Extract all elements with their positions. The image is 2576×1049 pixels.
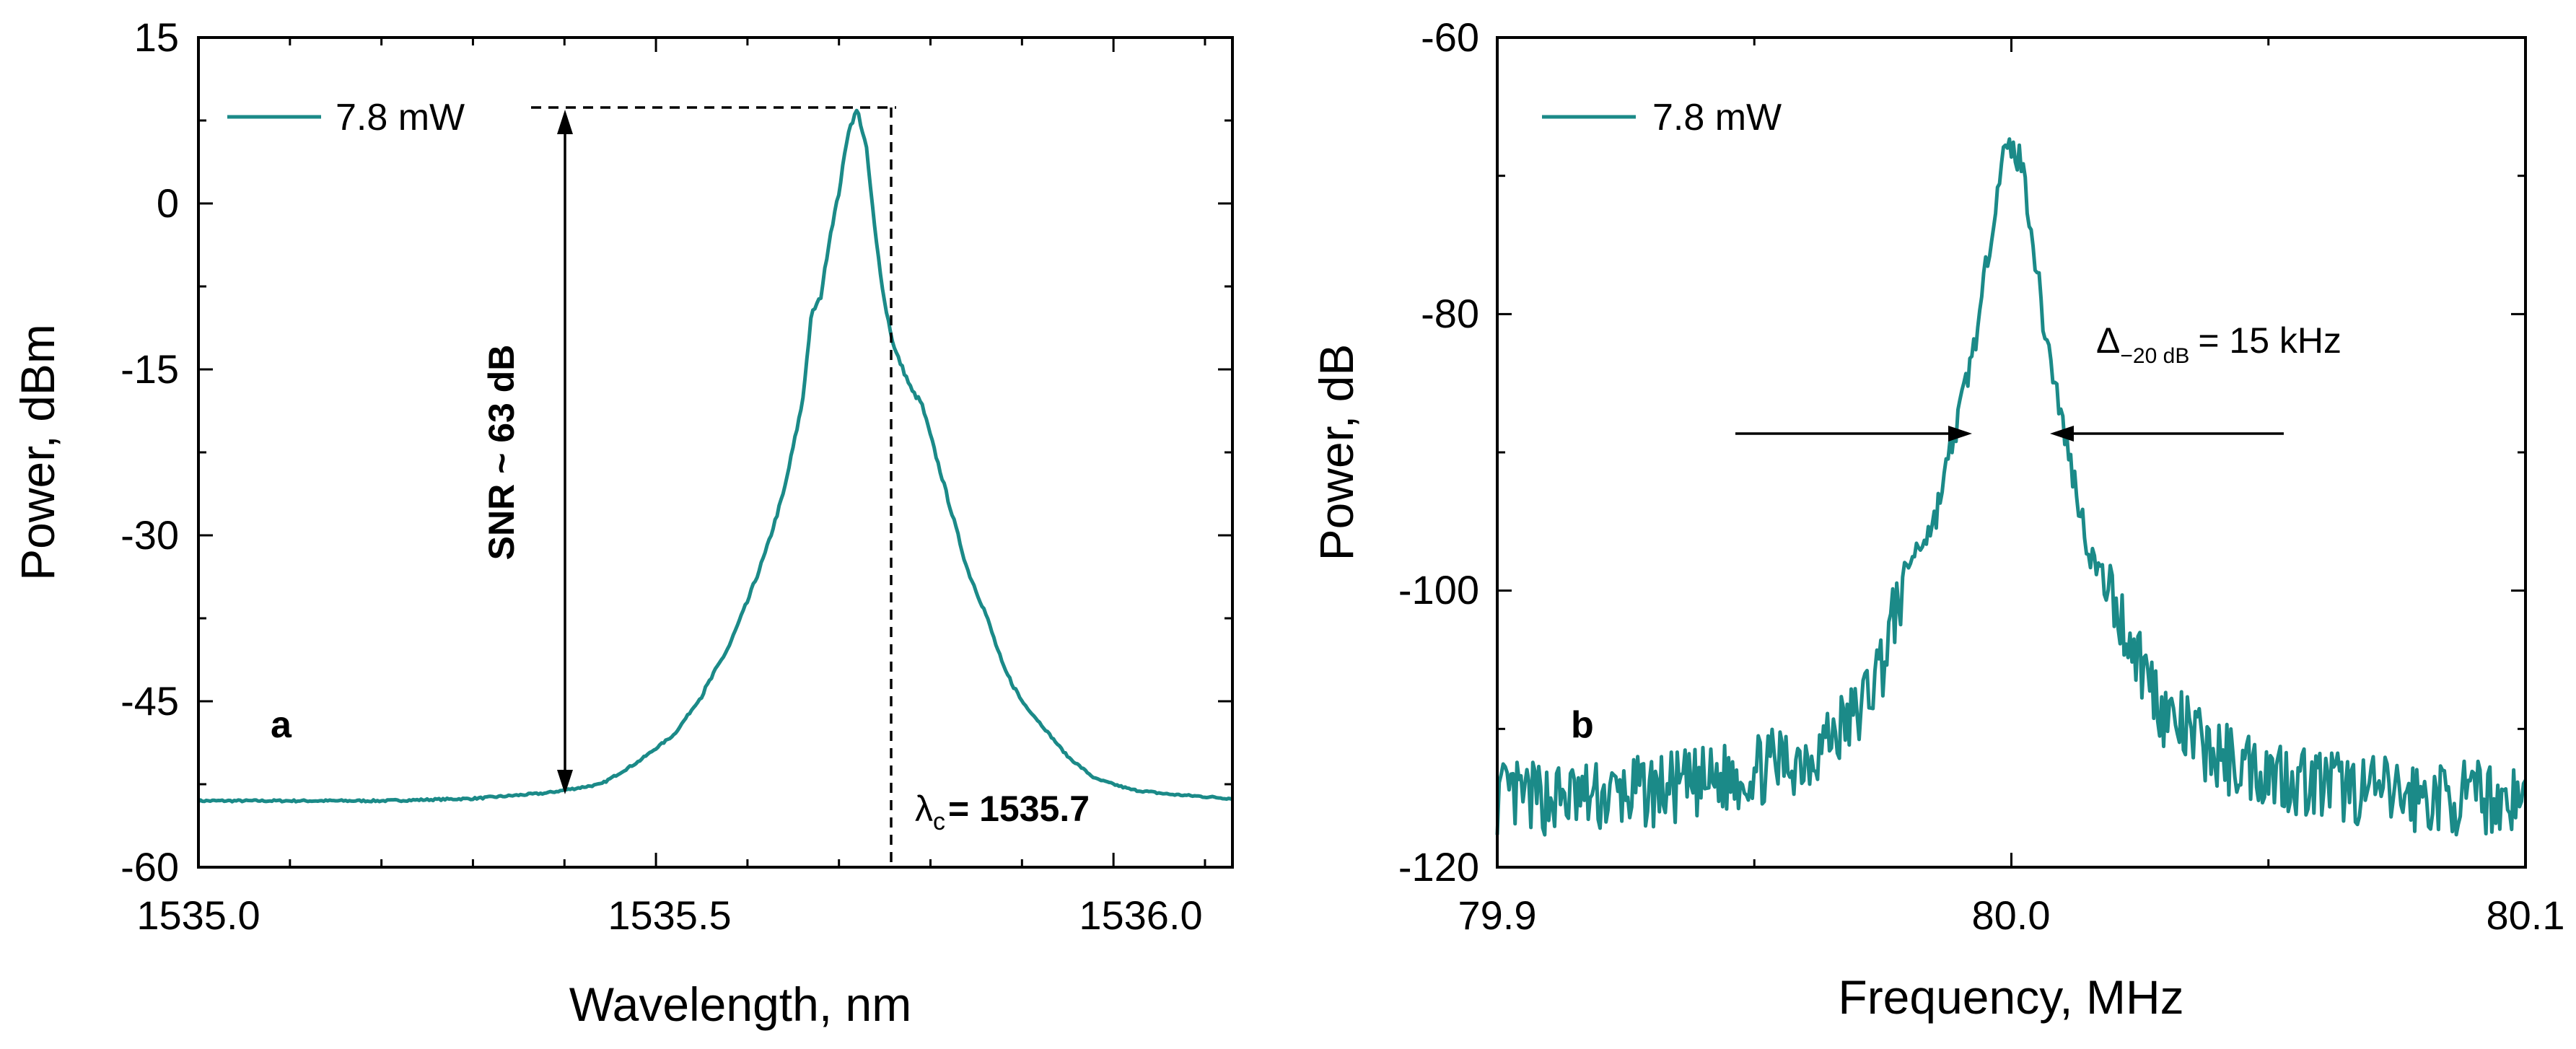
a-y-axis-label: Power, dBm bbox=[11, 324, 64, 581]
panel-b-trace-layer bbox=[1495, 137, 2528, 837]
b-y-axis-label: Power, dB bbox=[1310, 344, 1363, 561]
a-series-trace bbox=[197, 108, 1233, 804]
a-xtick-label: 1535.5 bbox=[608, 892, 731, 938]
linewidth-label: Δ−20 dB = 15 kHz bbox=[2096, 320, 2341, 368]
panel-b-rf-spectrum: -60 -80 -100 -120 79.9 80.0 80.1 Frequen… bbox=[1310, 14, 2565, 1024]
a-xtick-label: 1536.0 bbox=[1079, 892, 1202, 938]
lambda-subscript: c bbox=[933, 808, 945, 835]
b-xtick-label: 79.9 bbox=[1458, 892, 1537, 938]
panel-a-frame bbox=[197, 36, 1234, 869]
a-ytick-label: -45 bbox=[121, 678, 179, 724]
b-ytick-label: -100 bbox=[1398, 567, 1479, 613]
panel-a-ticks bbox=[197, 36, 1232, 869]
b-ytick-label: -80 bbox=[1421, 291, 1479, 336]
delta-symbol: Δ bbox=[2096, 320, 2120, 361]
b-xtick-label: 80.1 bbox=[2487, 892, 2565, 938]
panel-b-ticks bbox=[1496, 36, 2527, 869]
linewidth-arrow-left-head bbox=[1948, 426, 1972, 442]
lambda-symbol: λ bbox=[915, 789, 933, 829]
lambda-value: = 1535.7 bbox=[948, 789, 1090, 829]
panel-b-frame bbox=[1496, 36, 2527, 869]
linewidth-arrow-right-head bbox=[2050, 426, 2074, 442]
b-series-trace bbox=[1495, 137, 2528, 837]
a-legend-text: 7.8 mW bbox=[336, 97, 465, 139]
b-legend-text: 7.8 mW bbox=[1652, 97, 1782, 139]
center-wavelength-label: λc= 1535.7 bbox=[915, 789, 1090, 835]
b-panel-label: b bbox=[1571, 704, 1594, 746]
a-panel-label: a bbox=[271, 704, 292, 746]
a-ytick-label: 15 bbox=[134, 14, 179, 60]
a-ytick-label: -30 bbox=[121, 512, 179, 558]
b-ytick-label: -60 bbox=[1421, 14, 1479, 60]
delta-value: = 15 kHz bbox=[2198, 320, 2341, 361]
a-ytick-label: -60 bbox=[121, 844, 179, 890]
panel-a-spectrum: 15 0 -15 -30 -45 -60 1535.0 1535.5 1536.… bbox=[11, 14, 1234, 1031]
b-xtick-label: 80.0 bbox=[1972, 892, 2051, 938]
panel-a-trace-layer bbox=[197, 108, 1233, 804]
snr-label: SNR ~ 63 dB bbox=[481, 345, 522, 561]
b-ytick-label: -120 bbox=[1398, 844, 1479, 890]
delta-subscript: −20 dB bbox=[2120, 344, 2189, 368]
snr-arrow-head-down bbox=[557, 770, 573, 794]
a-x-axis-label: Wavelength, nm bbox=[569, 978, 911, 1031]
b-x-axis-label: Frequency, MHz bbox=[1838, 970, 2183, 1024]
a-xtick-label: 1535.0 bbox=[136, 892, 260, 938]
a-ytick-label: 0 bbox=[157, 180, 179, 226]
snr-arrow-head-up bbox=[557, 110, 573, 134]
a-ytick-label: -15 bbox=[121, 346, 179, 392]
